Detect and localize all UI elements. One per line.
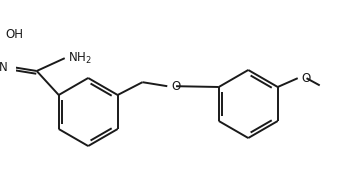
- Text: NH$_2$: NH$_2$: [68, 51, 92, 66]
- Text: O: O: [171, 80, 181, 93]
- Text: OH: OH: [5, 28, 23, 41]
- Text: N: N: [0, 61, 8, 74]
- Text: O: O: [301, 72, 310, 85]
